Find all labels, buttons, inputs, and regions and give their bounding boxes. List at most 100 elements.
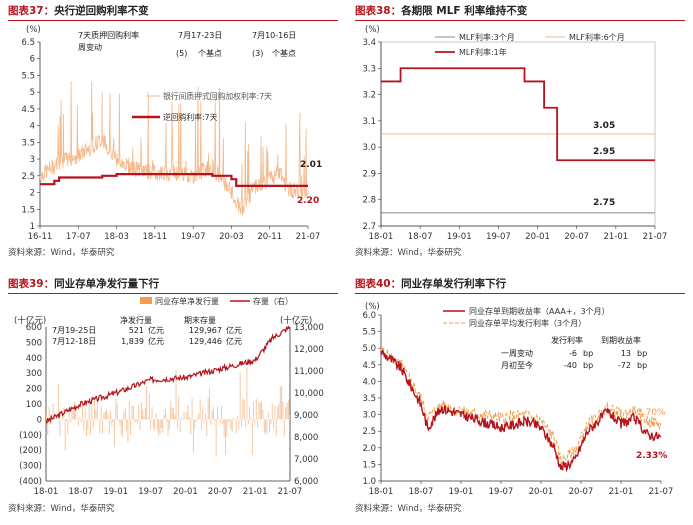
- net-issuance-bar: [228, 419, 229, 423]
- net-issuance-bar: [232, 419, 233, 432]
- net-issuance-bar: [90, 419, 91, 434]
- y-tick-label: 1.5: [21, 205, 35, 215]
- y-tick-label: 3.5: [21, 138, 35, 148]
- y-tick-label-left: (300): [19, 462, 42, 472]
- y-tick-label-right: 8,000: [294, 433, 318, 443]
- x-tick-label: 19-01: [103, 487, 128, 497]
- net-issuance-bar: [99, 419, 100, 433]
- y-tick-label-left: 400: [26, 354, 42, 364]
- net-issuance-bar: [83, 419, 84, 430]
- net-issuance-bar: [280, 387, 281, 420]
- x-tick-label: 19-01: [449, 487, 474, 497]
- x-tick-label: 20-03: [219, 232, 244, 242]
- net-issuance-bar: [275, 405, 276, 419]
- net-issuance-bar: [93, 419, 94, 427]
- net-issuance-bar: [129, 401, 130, 419]
- net-issuance-bar: [193, 419, 194, 452]
- y-tick-label: 2.5: [362, 427, 376, 437]
- y-tick-label-left: (200): [19, 446, 42, 456]
- table-value: -40: [564, 361, 577, 370]
- net-issuance-bar: [252, 419, 253, 454]
- net-issuance-bar: [271, 419, 272, 424]
- net-issuance-bar: [117, 404, 118, 420]
- x-tick-label: 19-01: [447, 232, 472, 242]
- net-issuance-bar: [177, 419, 178, 428]
- net-issuance-bar: [105, 411, 106, 419]
- net-issuance-bar: [225, 419, 226, 454]
- net-issuance-bar: [237, 416, 238, 419]
- end-label: 2.95: [593, 147, 615, 157]
- net-issuance-bar: [104, 413, 105, 419]
- panel-title: 图表40：同业存单发行利率下行: [355, 276, 685, 294]
- net-issuance-bar: [160, 419, 161, 434]
- net-issuance-bar: [158, 419, 159, 435]
- net-issuance-bar: [91, 404, 92, 419]
- net-issuance-bar: [94, 399, 95, 420]
- net-issuance-bar: [46, 411, 47, 419]
- net-issuance-bar: [284, 419, 285, 436]
- net-issuance-bar: [283, 402, 284, 420]
- net-issuance-bar: [214, 419, 215, 420]
- net-issuance-bar: [256, 399, 257, 420]
- annotation-unit: 个基点: [272, 48, 296, 58]
- y-tick-label: 6.0: [362, 311, 376, 321]
- y-tick-label-right: 11,000: [294, 367, 324, 377]
- x-tick-label: 18-07: [69, 487, 94, 497]
- x-tick-label: 20-07: [208, 487, 233, 497]
- y-tick-label-right: 10,000: [294, 389, 324, 399]
- net-issuance-bar: [279, 403, 280, 419]
- x-tick-label: 20-01: [529, 487, 554, 497]
- net-issuance-bar: [130, 419, 131, 434]
- net-issuance-bar: [194, 419, 195, 429]
- net-issuance-bar: [261, 401, 262, 419]
- net-issuance-bar: [74, 402, 75, 420]
- y-tick-label: 5.5: [21, 71, 35, 81]
- y-tick-label-right: 6,000: [294, 477, 318, 487]
- y-tick-label-left: (400): [19, 477, 42, 487]
- net-issuance-bar: [272, 404, 273, 420]
- x-tick-label: 19-07: [486, 232, 511, 242]
- net-issuance-bar: [112, 419, 113, 426]
- net-issuance-bar: [144, 416, 145, 419]
- net-issuance-bar: [118, 419, 119, 420]
- net-issuance-bar: [180, 419, 181, 432]
- net-issuance-bar: [260, 404, 261, 420]
- net-issuance-bar: [268, 412, 269, 419]
- net-issuance-bar: [146, 387, 147, 420]
- net-issuance-bar: [101, 407, 102, 420]
- x-tick-label: 20-07: [569, 487, 594, 497]
- y-tick-label-left: 200: [26, 385, 42, 395]
- net-issuance-bar: [249, 407, 250, 419]
- y-tick-label: 4: [30, 122, 35, 132]
- panel-title: 图表38：各期限 MLF 利率维持不变: [355, 3, 685, 21]
- net-issuance-bar: [145, 408, 146, 420]
- table-unit: bp: [637, 349, 647, 358]
- net-issuance-bar: [133, 406, 134, 420]
- table-unit: 亿元: [226, 325, 242, 335]
- net-issuance-bar: [85, 409, 86, 420]
- net-issuance-bar: [217, 406, 218, 419]
- net-issuance-bar: [285, 407, 286, 419]
- legend-label: 同业存单净发行量: [155, 296, 219, 306]
- net-issuance-bar: [152, 407, 153, 420]
- net-issuance-bar: [137, 419, 138, 424]
- y-tick-label: 3.0: [362, 143, 376, 153]
- end-label: 3.05: [593, 121, 615, 131]
- x-tick-label: 16-11: [28, 232, 53, 242]
- source-note: 资料来源：Wind，华泰研究: [8, 246, 114, 258]
- net-issuance-bar: [66, 419, 67, 421]
- net-issuance-bar: [263, 409, 264, 419]
- net-issuance-bar: [122, 419, 123, 437]
- y-unit-right: (十亿元): [280, 315, 312, 326]
- table-header: 净发行量: [120, 315, 152, 325]
- y-tick-label-left: (100): [19, 431, 42, 441]
- y-tick-label: 6: [30, 55, 35, 65]
- annotation-header: 周变动: [78, 42, 102, 52]
- net-issuance-bar: [226, 419, 227, 436]
- end-label: 2.33%: [636, 451, 667, 461]
